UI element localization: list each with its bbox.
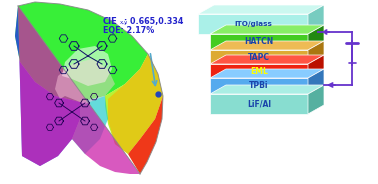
Polygon shape [15, 2, 148, 102]
Polygon shape [210, 50, 308, 64]
Polygon shape [308, 25, 324, 50]
Polygon shape [62, 46, 112, 86]
Polygon shape [198, 14, 308, 34]
Polygon shape [198, 5, 324, 14]
Polygon shape [210, 64, 308, 78]
Polygon shape [210, 94, 308, 114]
Polygon shape [210, 55, 324, 64]
Polygon shape [210, 41, 324, 50]
Text: ITO/glass: ITO/glass [234, 21, 272, 27]
Polygon shape [15, 6, 80, 166]
Polygon shape [210, 85, 324, 94]
Polygon shape [308, 5, 324, 34]
Polygon shape [210, 34, 308, 50]
Polygon shape [210, 25, 324, 34]
Polygon shape [308, 41, 324, 64]
Text: TAPC: TAPC [248, 52, 270, 61]
Text: TPBi: TPBi [249, 82, 269, 91]
Text: EML: EML [250, 66, 268, 75]
Polygon shape [55, 96, 108, 154]
Polygon shape [210, 78, 308, 94]
Polygon shape [105, 54, 163, 154]
Text: CIE: CIE [103, 17, 118, 26]
Polygon shape [128, 96, 163, 174]
Polygon shape [210, 69, 324, 78]
Text: : 0.665,0.334: : 0.665,0.334 [124, 17, 183, 26]
Polygon shape [308, 55, 324, 78]
Polygon shape [108, 54, 163, 154]
Text: HATCN: HATCN [244, 38, 274, 47]
Polygon shape [55, 59, 115, 104]
Text: EQE: 2.17%: EQE: 2.17% [103, 26, 154, 35]
Polygon shape [18, 6, 140, 174]
Polygon shape [308, 85, 324, 114]
Text: x,y: x,y [120, 20, 128, 25]
Polygon shape [308, 69, 324, 94]
Text: LiF/Al: LiF/Al [247, 100, 271, 109]
